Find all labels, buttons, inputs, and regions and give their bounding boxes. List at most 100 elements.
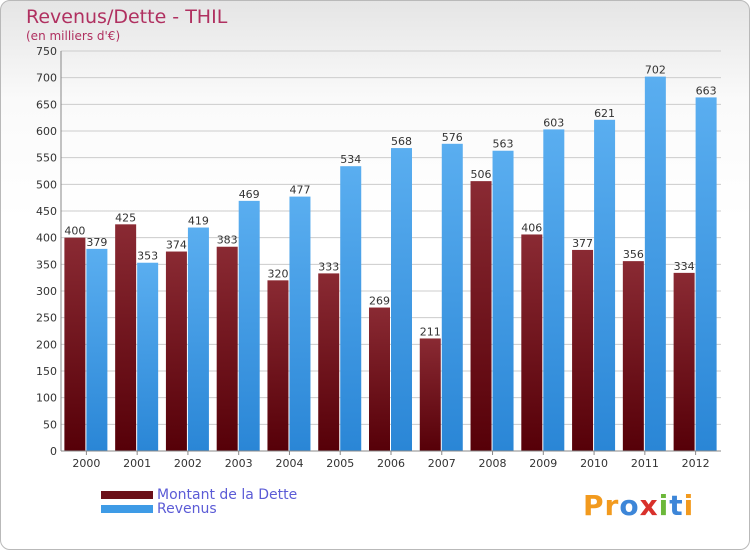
data-label-dette: 406 bbox=[521, 221, 542, 234]
data-label-dette: 320 bbox=[267, 267, 288, 280]
logo-letter: x bbox=[639, 489, 659, 522]
bar-dette bbox=[216, 246, 238, 451]
y-tick-label: 250 bbox=[36, 312, 57, 325]
y-tick-label: 600 bbox=[36, 125, 57, 138]
bar-revenus bbox=[391, 148, 412, 452]
data-label-dette: 269 bbox=[369, 295, 390, 308]
data-label-revenus: 419 bbox=[188, 215, 209, 228]
data-label-dette: 211 bbox=[420, 325, 441, 338]
legend-swatch-revenus bbox=[101, 505, 153, 513]
bar-dette bbox=[419, 338, 441, 451]
axes: 0 50 100 150 200 250 300 350 400 450 500 550 600 650 7… bbox=[36, 45, 721, 470]
y-tick-label: 500 bbox=[36, 178, 57, 191]
bar-dette bbox=[165, 251, 187, 451]
data-label-revenus: 469 bbox=[239, 188, 260, 201]
y-tick-label: 100 bbox=[36, 392, 57, 405]
data-label-dette: 374 bbox=[166, 239, 187, 252]
bar-dette bbox=[470, 181, 492, 451]
x-tick-label: 2007 bbox=[428, 457, 456, 470]
legend-item-revenus: Revenus bbox=[101, 501, 217, 517]
x-tick-label: 2000 bbox=[72, 457, 100, 470]
proxiti-logo: Proxiti bbox=[583, 489, 694, 522]
bar-dette bbox=[673, 272, 695, 451]
logo-letter: i bbox=[658, 489, 670, 522]
bar-dette bbox=[369, 307, 390, 451]
x-tick-label: 2004 bbox=[275, 457, 303, 470]
bar-revenus bbox=[137, 262, 159, 451]
legend-item-dette: Montant de la Dette bbox=[101, 487, 297, 503]
y-tick-label: 700 bbox=[36, 72, 57, 85]
y-tick-label: 650 bbox=[36, 98, 57, 111]
y-tick-label: 450 bbox=[36, 205, 57, 218]
logo-letter: i bbox=[683, 489, 695, 522]
data-label-dette: 356 bbox=[623, 248, 644, 261]
bar-revenus bbox=[543, 129, 565, 451]
x-tick-label: 2012 bbox=[682, 457, 710, 470]
x-tick-label: 2008 bbox=[479, 457, 507, 470]
bar-revenus bbox=[238, 200, 260, 451]
y-tick-label: 750 bbox=[36, 45, 57, 58]
x-tick-label: 2002 bbox=[174, 457, 202, 470]
bar-revenus bbox=[594, 119, 616, 452]
y-tick-label: 300 bbox=[36, 285, 57, 298]
y-tick-label: 150 bbox=[36, 365, 57, 378]
data-label-revenus: 568 bbox=[391, 135, 412, 148]
data-label-revenus: 663 bbox=[696, 84, 717, 97]
data-label-revenus: 563 bbox=[493, 138, 514, 151]
bar-dette bbox=[521, 234, 543, 451]
data-label-revenus: 603 bbox=[543, 116, 564, 129]
bar-dette bbox=[115, 224, 137, 451]
legend-label-dette: Montant de la Dette bbox=[157, 487, 298, 503]
data-label-dette: 425 bbox=[115, 211, 136, 224]
chart-subtitle: (en milliers d'€) bbox=[26, 29, 121, 43]
bar-revenus bbox=[187, 227, 209, 451]
data-label-revenus: 477 bbox=[289, 184, 310, 197]
data-label-dette: 400 bbox=[64, 225, 85, 238]
bar-dette bbox=[267, 280, 289, 451]
x-tick-label: 2001 bbox=[123, 457, 151, 470]
y-tick-label: 400 bbox=[36, 232, 57, 245]
bar-revenus bbox=[441, 143, 463, 452]
logo-letter: P bbox=[583, 489, 605, 522]
bar-dette bbox=[622, 261, 644, 451]
bar-dette bbox=[64, 237, 86, 451]
legend-label-revenus: Revenus bbox=[157, 501, 217, 517]
data-label-dette: 334 bbox=[674, 260, 695, 273]
data-label-dette: 383 bbox=[217, 234, 238, 247]
bar-revenus bbox=[492, 150, 514, 451]
bar-revenus bbox=[340, 166, 362, 451]
data-label-revenus: 534 bbox=[340, 153, 361, 166]
data-label-revenus: 621 bbox=[594, 107, 615, 120]
bar-revenus bbox=[644, 76, 666, 451]
chart-title: Revenus/Dette - THIL bbox=[26, 6, 228, 28]
data-label-dette: 506 bbox=[471, 168, 492, 181]
x-tick-label: 2006 bbox=[377, 457, 405, 470]
logo-letter: t bbox=[669, 489, 684, 522]
y-tick-label: 550 bbox=[36, 152, 57, 165]
bar-dette bbox=[572, 249, 594, 451]
y-tick-label: 350 bbox=[36, 258, 57, 271]
data-label-dette: 333 bbox=[318, 260, 339, 273]
y-tick-label: 0 bbox=[50, 445, 57, 458]
data-label-revenus: 702 bbox=[645, 64, 666, 77]
bar-revenus bbox=[86, 248, 108, 451]
logo-letter: o bbox=[619, 489, 640, 522]
bar-revenus bbox=[695, 97, 717, 452]
x-tick-label: 2011 bbox=[631, 457, 659, 470]
x-tick-label: 2005 bbox=[326, 457, 354, 470]
x-tick-label: 2010 bbox=[580, 457, 608, 470]
data-label-revenus: 353 bbox=[137, 250, 158, 263]
data-label-revenus: 379 bbox=[86, 236, 107, 249]
x-tick-label: 2009 bbox=[529, 457, 557, 470]
bar-revenus bbox=[289, 196, 311, 451]
logo-letter: r bbox=[604, 489, 620, 522]
y-tick-label: 50 bbox=[43, 418, 57, 431]
data-label-revenus: 576 bbox=[442, 131, 463, 144]
data-label-dette: 377 bbox=[572, 237, 593, 250]
y-tick-label: 200 bbox=[36, 338, 57, 351]
x-tick-label: 2003 bbox=[225, 457, 253, 470]
bar-dette bbox=[318, 273, 340, 451]
